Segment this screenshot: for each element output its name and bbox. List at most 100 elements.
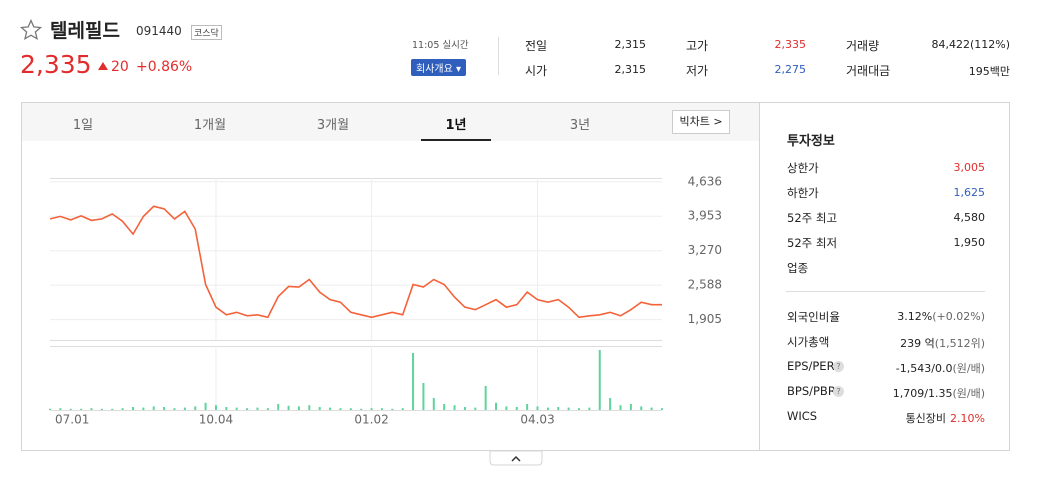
volume-bar — [546, 407, 549, 410]
stock-name: 텔레필드 — [50, 20, 120, 42]
period-tab[interactable]: 1년 — [445, 118, 467, 133]
volume-bar — [588, 407, 591, 410]
volume-bar — [370, 408, 373, 410]
separator — [498, 37, 499, 75]
company-button-label: 회사개요 — [416, 64, 453, 75]
separator — [786, 291, 985, 292]
invest-label: BPS/PBR — [787, 384, 836, 398]
quote-label: 저가 — [686, 64, 709, 78]
volume-bar — [204, 402, 207, 410]
volume-bar — [246, 408, 249, 410]
volume-bar — [609, 398, 612, 410]
invest-value-main: 239 억 — [900, 337, 935, 350]
volume-bar — [349, 408, 352, 410]
period-tab[interactable]: 1일 — [72, 118, 94, 133]
invest-label: 시가총액 — [787, 335, 830, 349]
quote-label: 거래량 — [846, 39, 880, 53]
x-tick-label: 04.03 — [520, 413, 554, 427]
big-chart-label: 빅차트 — [679, 115, 710, 128]
quote-label: 전일 — [525, 39, 548, 53]
volume-bar — [329, 407, 332, 410]
volume-bar — [142, 407, 145, 410]
quote-value: 2,315 — [614, 38, 647, 51]
invest-value: 1,709/1.35(원/배) — [825, 385, 985, 401]
volume-bar — [287, 405, 290, 410]
invest-value: 3,005 — [953, 161, 986, 174]
volume-bar — [505, 406, 508, 410]
help-icon: ? — [833, 361, 844, 372]
invest-label: 하한가 — [787, 186, 819, 200]
invest-label: 52주 최고 — [787, 211, 838, 225]
volume-bar — [318, 407, 321, 410]
y-tick-label: 3,953 — [688, 209, 722, 223]
invest-label: 외국인비율 — [787, 310, 840, 324]
invest-value-extra: 2.10% — [950, 412, 985, 425]
volume-bar — [183, 407, 186, 410]
volume-bar — [152, 406, 155, 410]
invest-label: 52주 최저 — [787, 236, 838, 250]
invest-value-main: -1,543/0.0 — [895, 362, 953, 375]
quote-value: 2,335 — [774, 38, 807, 51]
y-tick-label: 1,905 — [688, 312, 722, 326]
volume-bar — [100, 408, 103, 410]
volume-bar — [277, 404, 280, 410]
volume-bar — [557, 407, 560, 410]
volume-bar — [422, 383, 425, 410]
quote-label: 시가 — [525, 64, 548, 78]
quote-value: 2,315 — [614, 63, 647, 76]
quote-label: 거래대금 — [846, 64, 891, 78]
volume-bar — [453, 405, 456, 410]
invest-value-extra: (+0.02%) — [932, 310, 985, 323]
volume-bar — [49, 408, 51, 410]
invest-value: -1,543/0.0(원/배) — [825, 360, 985, 376]
invest-value: 통신장비 2.10% — [825, 410, 985, 426]
volume-bar — [163, 407, 166, 410]
company-button[interactable]: 회사개요 ▾ — [411, 59, 467, 76]
invest-value: 239 억(1,512위) — [825, 335, 985, 351]
time: 11:05 실시간 — [412, 40, 469, 51]
quote-value: 195백만 — [968, 65, 1010, 78]
volume-bar — [121, 408, 124, 410]
invest-value-main: 1,709/1.35 — [892, 387, 953, 400]
volume-bar — [131, 407, 134, 410]
period-tab[interactable]: 3년 — [569, 118, 591, 133]
volume-bar — [111, 408, 114, 410]
invest-value-main: 3.12% — [897, 310, 933, 323]
volume-bar — [661, 408, 663, 410]
favorite-star[interactable] — [20, 19, 42, 41]
y-tick-label: 2,588 — [688, 278, 722, 292]
invest-value-extra: (1,512위) — [934, 337, 985, 350]
volume-bar — [412, 353, 415, 410]
market-badge: 코스닥 — [191, 25, 222, 40]
volume-bar — [339, 408, 342, 410]
invest-value: 3.12%(+0.02%) — [825, 310, 985, 323]
period-tab[interactable]: 1개월 — [193, 118, 227, 133]
volume-bar — [308, 405, 311, 410]
volume-bar — [515, 407, 518, 410]
invest-value: 4,580 — [953, 211, 986, 224]
x-tick-label: 01.02 — [354, 413, 388, 427]
volume-bar — [432, 398, 435, 410]
volume-bar — [256, 407, 259, 410]
up-arrow — [98, 62, 108, 70]
volume-bar — [443, 404, 446, 410]
y-tick-label: 4,636 — [688, 174, 722, 188]
volume-bar — [59, 408, 62, 410]
invest-value: 1,950 — [953, 236, 986, 249]
volume-bar — [495, 402, 498, 410]
volume-bar — [235, 407, 238, 410]
volume-bar — [225, 407, 228, 410]
volume-bar — [640, 406, 643, 410]
volume-bar — [526, 404, 529, 410]
big-chart-button[interactable]: 빅차트 > — [672, 110, 730, 134]
invest-value-extra: (원/배) — [952, 387, 985, 400]
quote-value: 2,275 — [774, 63, 807, 76]
volume-bar — [266, 408, 269, 410]
volume-bar — [598, 350, 601, 410]
collapse-icon — [511, 455, 521, 462]
volume-bar — [80, 408, 83, 410]
tab-bar — [22, 103, 759, 141]
period-tab[interactable]: 3개월 — [316, 118, 350, 133]
volume-bar — [69, 408, 72, 410]
